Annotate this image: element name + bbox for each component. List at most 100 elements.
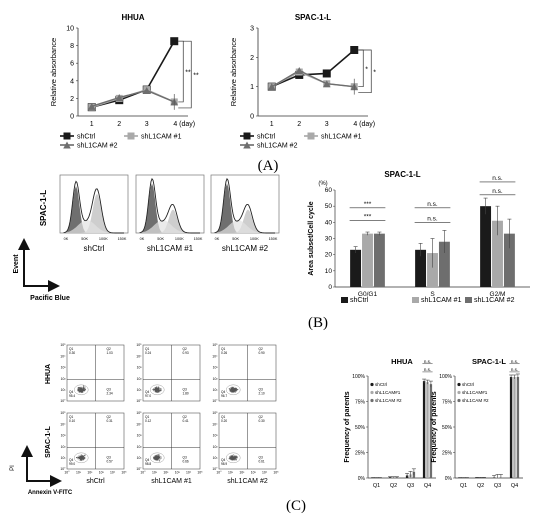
flow-y-tick-label: 10⁵ (212, 411, 218, 415)
flow-y-tick-label: 10⁵ (212, 343, 218, 347)
histogram-tick-label: 50K (81, 237, 88, 241)
quadrant-name: Q4 (69, 390, 73, 394)
y-tick-label: 100% (352, 374, 365, 380)
quadrant-name: Q3 (107, 456, 111, 460)
y-tick-label: 60 (325, 187, 333, 194)
density-contour (74, 384, 89, 395)
quadrant-name: Q2 (183, 347, 187, 351)
category-label: Q2 (390, 483, 397, 489)
flow-event-dot (232, 390, 234, 392)
flow-x-tick-label: 10¹ (152, 471, 158, 475)
y-tick-label: 25% (355, 451, 366, 457)
flow-x-tick-label: 10² (87, 471, 93, 475)
significance-bracket (358, 49, 372, 94)
flow-event-dot (235, 455, 237, 458)
quadrant-name: Q1 (221, 415, 225, 419)
bar (427, 253, 438, 287)
x-tick-label: 3 (325, 121, 329, 128)
y-tick-label: 100% (439, 374, 452, 380)
flow-x-tick-label: 10⁵ (121, 471, 127, 475)
flow-event-dot (154, 456, 157, 458)
bar (350, 249, 362, 287)
flow-event-dot (234, 387, 236, 390)
flow-y-tick-label: 10° (212, 467, 218, 471)
significance-bracket (178, 40, 192, 109)
flow-event-dot (159, 389, 161, 391)
flow-event-dot (79, 390, 81, 392)
histogram-tick-label: 100K (99, 237, 108, 241)
quadrant-value: 98.9 (221, 462, 227, 466)
category-label: Q3 (407, 483, 414, 489)
quadrant-value: 0.30 (259, 419, 265, 423)
bar (513, 377, 516, 478)
category-label: G2/M (490, 291, 506, 298)
flow-y-tick-label: 10° (60, 467, 66, 471)
flow-y-tick-label: 10¹ (137, 388, 143, 392)
density-contour (153, 386, 162, 393)
chart-title: SPAC-1-L (472, 357, 506, 366)
category-label: Q1 (460, 483, 467, 489)
flow-event-dot (159, 388, 161, 390)
y-tick-label: 0 (70, 114, 74, 121)
flow-y-tick-label: 10⁵ (136, 343, 142, 347)
y-tick-label: 10 (325, 268, 333, 275)
x-tick-label: 1 (270, 121, 274, 128)
flow-event-dot (81, 458, 83, 460)
flow-y-tick-label: 10⁴ (60, 354, 66, 358)
histogram-x-axis-label: Pacific Blue (30, 295, 70, 302)
quadrant-value: 0.30 (69, 351, 75, 355)
histogram-tick-label: 50K (232, 237, 239, 241)
flow-y-tick-label: 10² (61, 377, 67, 381)
chart-spac-absorbance: SPAC-1-L 0 1 2 3 1 2 3 4 (day) Relative absorbanc… (229, 13, 376, 150)
quadrant-value: 0.41 (183, 419, 189, 423)
flow-event-dot (156, 455, 158, 457)
histogram-g1-peak (64, 186, 124, 233)
y-tick-label: 50 (325, 203, 333, 210)
flow-caption: shL1CAM #2 (227, 478, 268, 485)
flow-x-tick-label: 10⁴ (186, 471, 192, 475)
flow-x-tick-label: 10³ (99, 471, 105, 475)
flow-event-dot (79, 457, 81, 459)
flow-event-dot (78, 457, 80, 459)
flow-x-tick-label: 10⁴ (262, 471, 268, 475)
quadrant-name: Q3 (183, 388, 187, 392)
chart-title: SPAC-1-L (295, 13, 331, 22)
flow-y-tick-label: 10° (60, 399, 66, 403)
bar (503, 233, 515, 287)
quadrant-name: Q4 (145, 458, 149, 462)
quadrant-value: 2.34 (107, 392, 113, 396)
y-axis-label: Area subset/Cell cycle (308, 201, 315, 275)
flow-event-dot (231, 391, 233, 393)
flow-event-dot (157, 387, 159, 389)
flow-x-tick-label: 10° (64, 471, 70, 475)
flow-event-dot (78, 389, 80, 391)
quadrant-name: Q1 (221, 347, 225, 351)
x-tick-label: 3 (145, 121, 149, 128)
quadrant-name: Q2 (183, 415, 187, 419)
flow-y-tick-label: 10¹ (213, 388, 219, 392)
histogram-panels: SPAC-1-L Event Pacific Blue 0K 50K 100K 150… (13, 174, 280, 302)
histogram-outline (63, 180, 124, 234)
legend-swatch (457, 382, 461, 387)
density-contour (229, 454, 238, 461)
significance-label: ** (185, 70, 191, 77)
flow-event-dot (80, 459, 82, 461)
flow-x-tick-label: 10° (216, 471, 222, 475)
panel-label-c: (C) (286, 498, 306, 514)
legend-label: shCtrl (350, 297, 369, 304)
category-label: Q3 (494, 483, 501, 489)
significance-label: n.s. (427, 215, 438, 222)
y-tick-label: 3 (250, 26, 254, 33)
histogram-g1-peak (140, 183, 200, 233)
flow-y-tick-label: 10¹ (137, 456, 143, 460)
flow-event-dot (157, 458, 159, 460)
flow-event-dot (233, 458, 235, 460)
histogram-tick-label: 100K (175, 237, 184, 241)
flow-event-dot (158, 388, 160, 390)
x-tick-label: 4 (day) (173, 121, 195, 128)
flow-event-dot (82, 385, 85, 387)
flow-y-tick-label: 10³ (61, 434, 67, 438)
flow-event-dot (232, 388, 234, 390)
flow-x-tick-label: 10° (140, 471, 146, 475)
